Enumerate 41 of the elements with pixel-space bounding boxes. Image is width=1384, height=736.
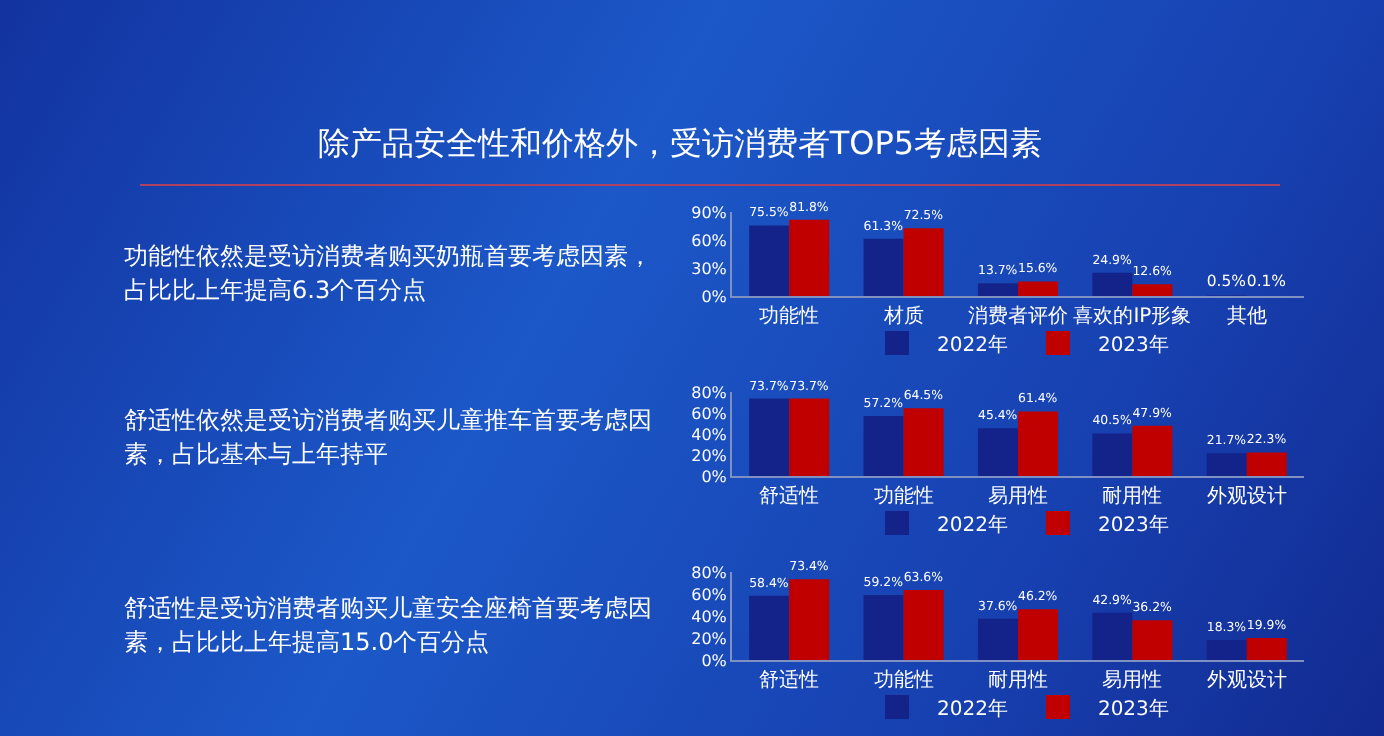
x-tick-label: 功能性 <box>759 304 820 328</box>
y-tick-label: 0% <box>701 467 728 486</box>
legend-label: 2023年 <box>1097 696 1169 721</box>
y-tick-label: 80% <box>691 383 728 402</box>
legend-label: 2022年 <box>937 512 1008 537</box>
x-tick-label: 舒适性 <box>759 668 820 692</box>
legend-label: 2023年 <box>1097 332 1169 357</box>
y-tick-label: 60% <box>691 231 728 250</box>
y-tick-label: 0% <box>701 651 728 670</box>
x-tick-label: 材质 <box>881 304 924 328</box>
x-tick-label: 喜欢的IP形象 <box>1073 304 1192 328</box>
x-tick-label: 耐用性 <box>988 668 1048 692</box>
x-tick-label: 外观设计 <box>1206 668 1287 692</box>
y-tick-label: 80% <box>691 563 728 582</box>
x-tick-label: 消费者评价 <box>968 304 1068 328</box>
y-tick-label: 40% <box>691 607 728 626</box>
y-tick-label: 60% <box>691 404 728 423</box>
x-tick-label: 舒适性 <box>759 484 820 508</box>
y-tick-label: 0% <box>701 287 728 306</box>
x-tick-label: 外观设计 <box>1206 484 1287 508</box>
x-tick-label: 耐用性 <box>1102 484 1163 508</box>
data-label: 0.5% <box>1206 271 1247 290</box>
x-tick-label: 易用性 <box>988 484 1048 508</box>
y-tick-label: 90% <box>691 203 728 222</box>
x-tick-label: 功能性 <box>873 484 934 508</box>
y-tick-label: 30% <box>691 259 728 278</box>
text: 功能性依然是受访消费者购买奶瓶首要考虑因素，占比比上年提高6.3个百分点 <box>124 240 654 308</box>
text: 舒适性依然是受访消费者购买儿童推车首要考虑因素，占比基本与上年持平 <box>124 404 654 472</box>
legend-label: 2022年 <box>937 332 1008 357</box>
y-tick-label: 40% <box>691 425 728 444</box>
text: 舒适性是受访消费者购买儿童安全座椅首要考虑因素，占比比上年提高15.0个百分点 <box>124 592 654 660</box>
chart-title: 除产品安全性和价格外，受访消费者TOP5考虑因素 <box>315 124 1045 166</box>
x-tick-label: 功能性 <box>873 668 934 692</box>
y-tick-label: 20% <box>691 446 728 465</box>
x-tick-label: 易用性 <box>1102 668 1163 692</box>
y-tick-label: 20% <box>691 629 728 648</box>
y-tick-label: 60% <box>691 585 728 604</box>
legend-label: 2023年 <box>1097 512 1169 537</box>
data-label: 0.1% <box>1246 272 1287 291</box>
legend-label: 2022年 <box>937 696 1008 721</box>
x-tick-label: 其他 <box>1226 304 1267 328</box>
